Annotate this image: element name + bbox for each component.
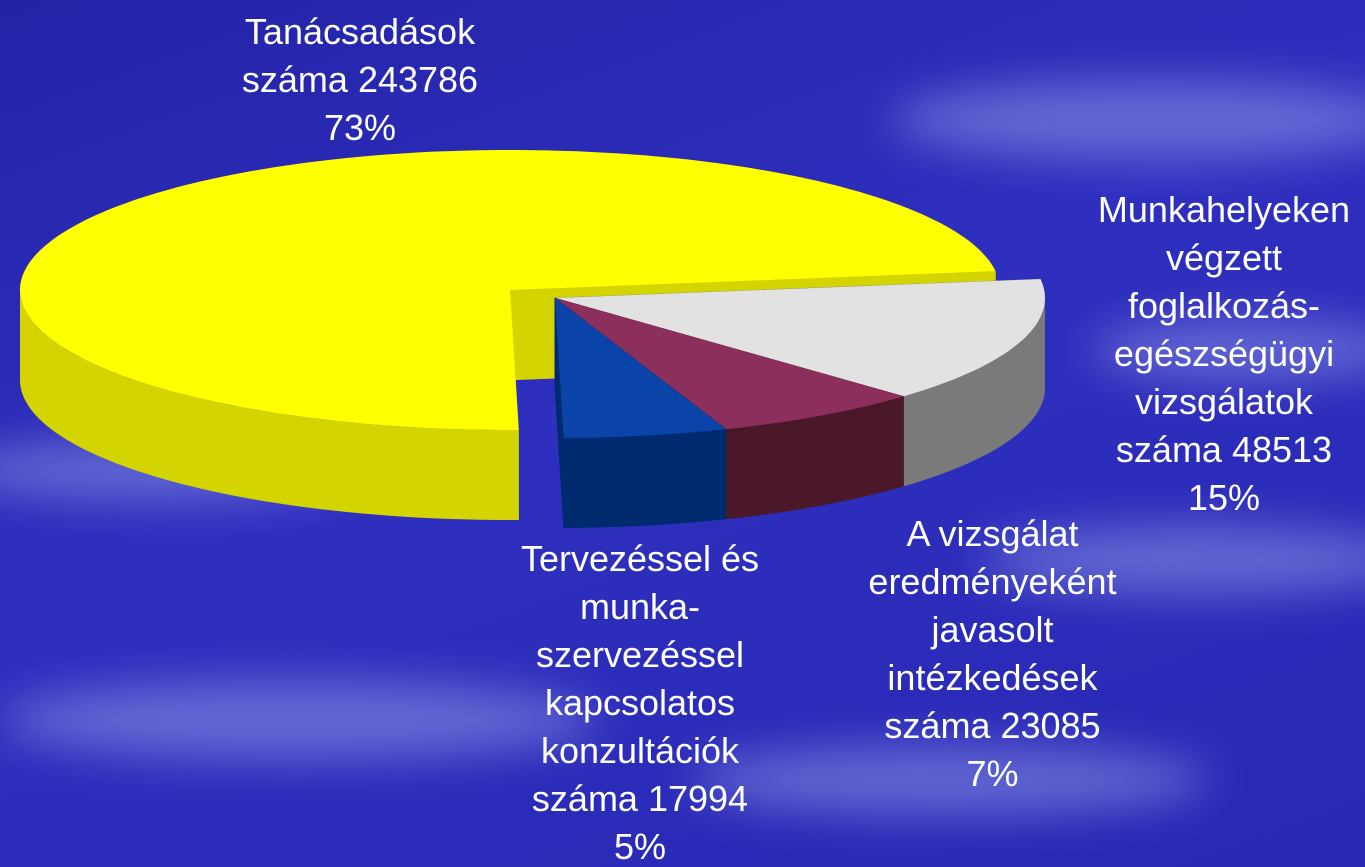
percent-label: 73% <box>323 107 397 148</box>
slice-side <box>726 396 904 520</box>
category-label: A vizsgálat eredményeként javasolt intéz… <box>868 513 1117 746</box>
category-label: Munkahelyeken végzett foglalkozás-egészs… <box>1097 189 1351 470</box>
percent-label: 15% <box>1187 477 1261 518</box>
slice-side <box>903 298 1045 487</box>
value-label: 48513 <box>1231 429 1333 470</box>
percent-label: 7% <box>966 753 1019 794</box>
slice <box>555 279 1045 397</box>
slice <box>20 150 996 430</box>
category-label: Tervezéssel és munka-szervezéssel kapcso… <box>520 538 760 819</box>
value-label: 243786 <box>357 59 479 100</box>
label: A vizsgálat eredményeként javasolt intéz… <box>845 510 1140 798</box>
category-label: Tanácsadások száma <box>241 11 476 100</box>
slice <box>555 298 904 430</box>
label: Tervezéssel és munka-szervezéssel kapcso… <box>495 535 785 867</box>
percent-label: 5% <box>613 826 667 867</box>
label: Tanácsadások száma 243786 73% <box>205 8 515 152</box>
slice <box>555 298 726 438</box>
value-label: 23085 <box>1000 705 1101 746</box>
slice-side <box>563 429 726 528</box>
slice-side <box>20 290 519 520</box>
clouds <box>0 80 1365 815</box>
pie <box>20 150 1045 529</box>
label: Munkahelyeken végzett foglalkozás-egészs… <box>1088 186 1360 522</box>
value-label: 17994 <box>647 778 749 819</box>
